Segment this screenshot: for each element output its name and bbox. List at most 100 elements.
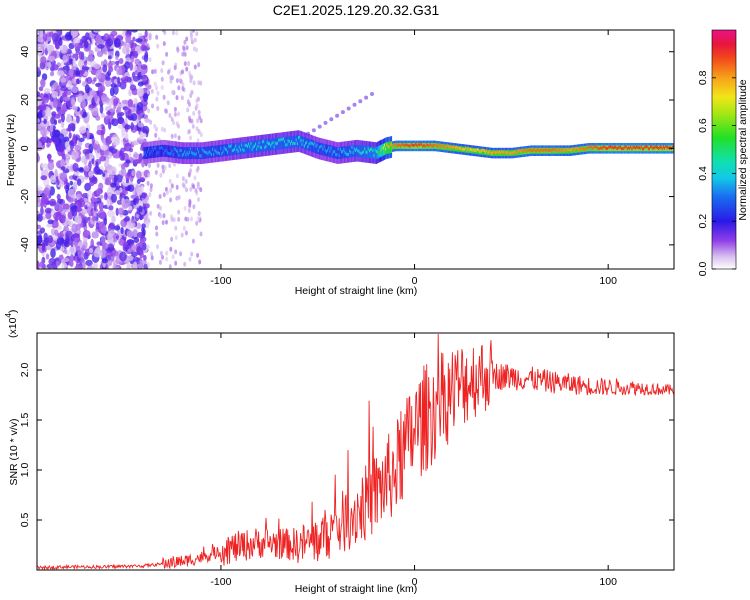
x-tick-label: 0 [412, 576, 418, 588]
spectrogram-cell [124, 61, 131, 69]
spectrogram-cell [72, 133, 76, 143]
spectrogram-cell [135, 222, 142, 230]
spectrogram-cell [139, 250, 144, 259]
spectrogram-cell [112, 263, 117, 269]
spectrogram-cell [135, 38, 143, 43]
spectrogram-cell [155, 126, 158, 132]
spectrogram-cell [72, 57, 76, 67]
spectrogram-cell [179, 149, 181, 153]
spectrogram-cell [146, 89, 150, 95]
spectrogram-cell [307, 145, 309, 149]
spectrogram-cell [184, 230, 188, 236]
spectrogram-cell [298, 135, 300, 147]
spectrogram-cell [260, 139, 262, 152]
spectrogram-cell [115, 190, 121, 196]
spectrogram-cell [190, 251, 194, 257]
spectrogram-cell [273, 145, 275, 149]
spectrogram-cell [638, 145, 640, 149]
spectrogram-cell [447, 144, 450, 148]
spectrogram-cell [666, 145, 668, 149]
spectrogram-cell [87, 189, 92, 200]
spectrogram-cell [505, 150, 508, 154]
spectrogram-cell [400, 144, 402, 148]
spectrogram-cell [425, 143, 427, 149]
spectrogram-cell [331, 145, 333, 158]
spectrogram-cell [265, 144, 267, 148]
spectrogram-cell [147, 172, 151, 178]
spectrogram-cell [325, 144, 328, 157]
spectrogram-cell [174, 249, 178, 255]
spectrogram-cell [231, 149, 233, 153]
spectrogram-cell [162, 213, 166, 219]
spectrogram-cell [237, 142, 239, 155]
spectrogram-cell [69, 140, 75, 150]
spectrogram-cell [178, 78, 182, 84]
spectrogram-cell [108, 222, 116, 230]
spectrogram-cell [469, 147, 472, 151]
spectrogram-cell [61, 262, 68, 269]
spectrogram-cell [143, 152, 145, 156]
spectrogram-cell [317, 124, 322, 129]
spectrogram-cell [591, 146, 594, 150]
spectrogram-cell [382, 143, 384, 156]
spectrogram-cell [148, 192, 152, 197]
spectrogram-cell [129, 40, 135, 49]
spectrogram-cell [150, 255, 154, 261]
spectrogram-cell [357, 149, 359, 153]
y-tick-label: 0 [19, 145, 31, 151]
spectrogram-cell [272, 138, 274, 151]
spectrogram-cell [303, 137, 305, 149]
spectrogram-cell [54, 229, 59, 236]
spectrogram-cell [229, 145, 231, 149]
spectrogram-cell [464, 148, 466, 151]
spectrogram-cell [550, 148, 552, 152]
spectrogram-cell [364, 145, 366, 158]
spectrogram-cell [77, 249, 85, 259]
spectrogram-cell [169, 75, 173, 81]
spectrogram-cell [495, 151, 497, 155]
spectrogram-cell [171, 149, 173, 153]
spectrogram-cell [589, 145, 591, 149]
spectrogram-cell [364, 95, 369, 100]
spectrogram-cell [236, 148, 238, 152]
x-tick-label: -100 [210, 576, 231, 588]
spectrogram-cell [146, 43, 150, 49]
spectrogram-cell [605, 147, 607, 151]
spectrogram-cell [84, 165, 90, 172]
spectrogram-cell [258, 140, 260, 152]
spectrogram-cell [471, 148, 473, 152]
spectrogram-cell [504, 151, 506, 155]
spectrogram-cell [665, 145, 667, 152]
spectrogram-cell [70, 30, 79, 38]
spectrogram-cell [172, 153, 174, 157]
spectrogram-cell [597, 147, 599, 150]
spectrogram-cell [199, 80, 203, 86]
spectrogram-cell [75, 223, 82, 231]
spectrogram-cell [145, 146, 147, 159]
spectrogram-cell [248, 141, 250, 154]
spectrogram-cell [110, 182, 117, 188]
spectrogram-cell [169, 197, 173, 203]
spectrogram-cell [343, 146, 345, 159]
spectrogram-cell [93, 249, 101, 258]
spectrogram-cell [292, 135, 294, 148]
spectrogram-cell [110, 112, 114, 119]
spectrogram-cell [65, 31, 73, 41]
spectrogram-cell [381, 146, 383, 150]
spectrogram-cell [180, 95, 184, 101]
spectrogram-cell [395, 143, 397, 149]
spectrogram-cell [341, 150, 343, 154]
spectrogram-cell [115, 60, 120, 65]
spectrogram-cell [170, 152, 172, 156]
spectrogram-cell [320, 142, 322, 155]
spectrogram-cell [584, 147, 587, 151]
spectrogram-cell [114, 225, 121, 231]
spectrogram-cell [67, 220, 72, 226]
spectrogram-cell [220, 144, 222, 157]
spectrogram-cell [281, 137, 283, 150]
spectrogram-cell [189, 168, 193, 174]
spectrogram-cell [367, 147, 369, 151]
spectrogram-cell [122, 241, 127, 247]
spectrogram-cell [88, 247, 94, 254]
spectrogram-cell [417, 142, 419, 146]
